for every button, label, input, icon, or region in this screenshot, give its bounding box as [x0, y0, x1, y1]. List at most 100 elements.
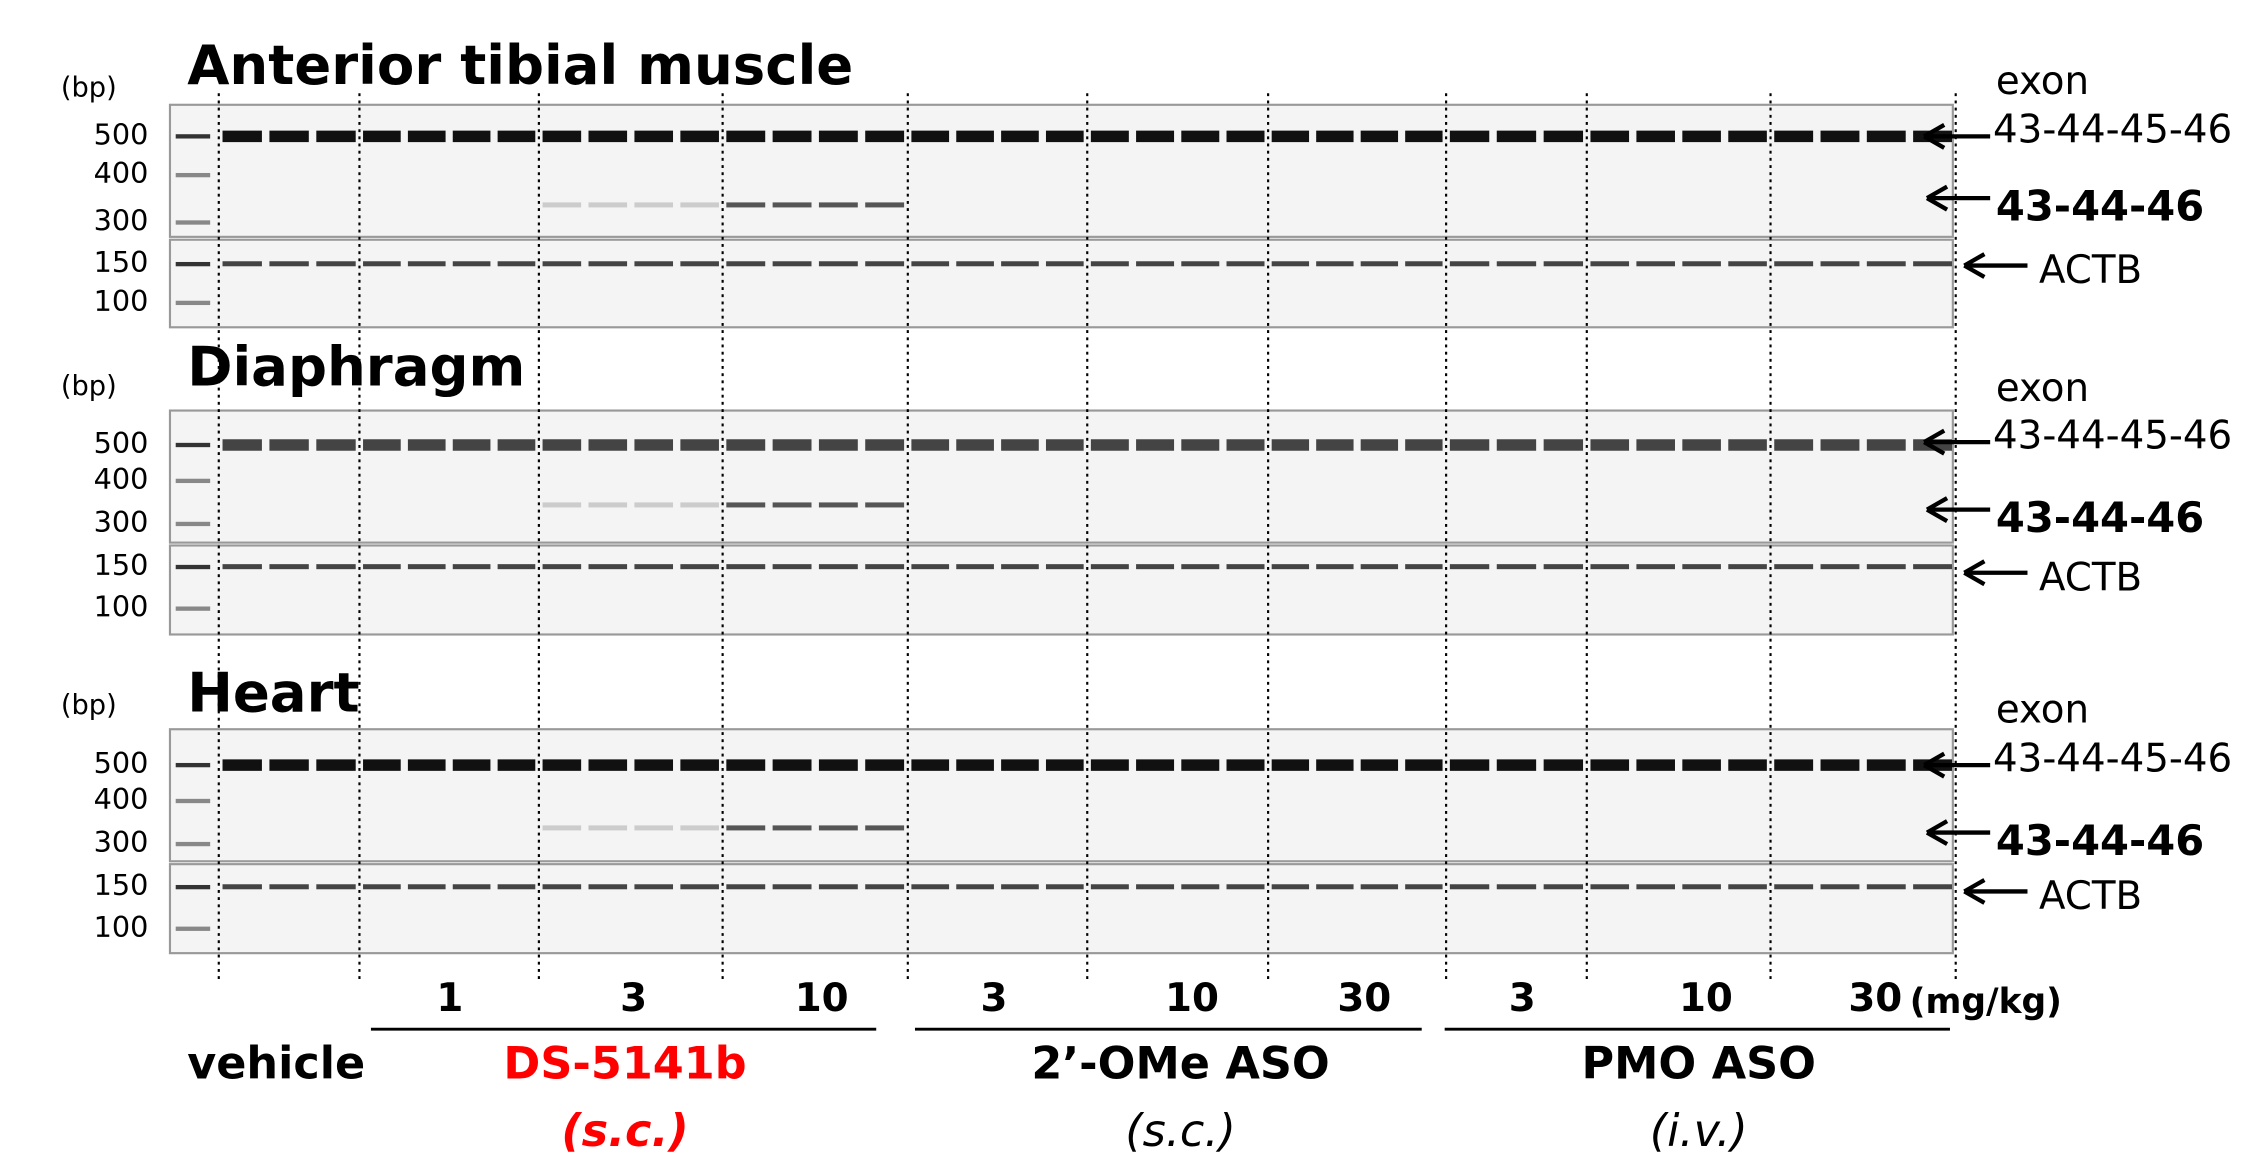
- arrow-head: [1925, 496, 1949, 523]
- band-actb: [452, 564, 491, 570]
- band-actb: [911, 261, 950, 267]
- band-actb: [865, 564, 905, 570]
- band-skip: [680, 825, 719, 831]
- ladder-band: [175, 521, 211, 527]
- group-label: PMO ASO: [1581, 1039, 1816, 1090]
- group-label: 2’-OMe ASO: [1031, 1039, 1329, 1090]
- ladder-label: 300: [94, 825, 149, 859]
- ladder-label: 100: [94, 910, 149, 944]
- band-actb: [1449, 884, 1490, 890]
- band-full: [588, 130, 628, 143]
- band-actb: [680, 261, 719, 267]
- band-full: [680, 759, 719, 771]
- band-full: [1543, 130, 1584, 143]
- band-skip: [865, 202, 905, 208]
- band-actb: [865, 261, 905, 267]
- band-actb: [956, 884, 994, 890]
- unit-label: (bp): [61, 690, 117, 721]
- band-actb: [363, 884, 401, 890]
- ladder-label: 150: [94, 245, 149, 279]
- band-actb: [1682, 564, 1721, 570]
- band-full: [316, 439, 356, 451]
- band-full: [1090, 759, 1129, 771]
- band-actb: [1496, 261, 1537, 267]
- band-skip: [772, 502, 812, 508]
- dose-label: 30: [1848, 976, 1902, 1021]
- band-actb: [1820, 884, 1860, 890]
- ladder-band: [175, 564, 211, 570]
- band-full: [726, 439, 766, 451]
- ladder-label: 300: [94, 505, 149, 539]
- ladder-band: [175, 442, 211, 448]
- band-full: [1181, 759, 1220, 771]
- ladder-label: 400: [94, 462, 149, 496]
- band-actb: [1090, 261, 1129, 267]
- panel-title: Anterior tibial muscle: [187, 33, 853, 97]
- band-actb: [1045, 564, 1084, 570]
- band-full: [726, 130, 766, 143]
- group-label: DS-5141b: [503, 1039, 746, 1090]
- band-skip: [818, 502, 858, 508]
- ladder-band: [175, 261, 211, 267]
- band-full: [363, 130, 401, 143]
- band-full: [1449, 759, 1490, 771]
- band-actb: [542, 884, 582, 890]
- band-actb: [911, 564, 950, 570]
- band-full: [1820, 759, 1860, 771]
- band-actb: [452, 884, 491, 890]
- band-actb: [542, 261, 582, 267]
- band-actb: [1636, 261, 1675, 267]
- band-full: [497, 439, 536, 451]
- band-skip: [634, 825, 674, 831]
- band-actb: [1271, 261, 1310, 267]
- band-skip: [818, 202, 858, 208]
- band-actb: [1728, 564, 1767, 570]
- band-full: [1866, 759, 1906, 771]
- band-skip: [772, 202, 812, 208]
- band-full: [407, 439, 446, 451]
- full-band-label: 43-44-45-46: [1993, 736, 2232, 781]
- band-full: [634, 130, 674, 143]
- band-actb: [1728, 884, 1767, 890]
- band-actb: [1316, 261, 1354, 267]
- band-actb: [316, 564, 356, 570]
- band-full: [1405, 759, 1443, 771]
- band-full: [1136, 439, 1175, 451]
- band-actb: [1866, 884, 1906, 890]
- band-actb: [363, 564, 401, 570]
- gel-upper: [168, 728, 1954, 863]
- band-actb: [634, 564, 674, 570]
- band-actb: [1226, 261, 1265, 267]
- band-full: [1045, 759, 1084, 771]
- band-full: [316, 759, 356, 771]
- band-full: [911, 439, 950, 451]
- band-actb: [1360, 884, 1399, 890]
- band-skip: [542, 202, 582, 208]
- dose-label: 10: [1679, 976, 1733, 1021]
- band-full: [818, 759, 858, 771]
- band-actb: [772, 261, 812, 267]
- band-actb: [1590, 884, 1630, 890]
- band-full: [1820, 439, 1860, 451]
- band-full: [680, 130, 719, 143]
- band-actb: [1590, 564, 1630, 570]
- band-skip: [588, 825, 628, 831]
- band-actb: [1271, 884, 1310, 890]
- gel-lower: [168, 544, 1954, 636]
- gel-lower: [168, 238, 1954, 329]
- band-actb: [497, 564, 536, 570]
- band-actb: [1316, 564, 1354, 570]
- band-full: [452, 759, 491, 771]
- arrow-head: [1923, 428, 1946, 456]
- ladder-band: [175, 798, 211, 804]
- band-actb: [588, 564, 628, 570]
- band-actb: [269, 261, 309, 267]
- control-band-label: ACTB: [2039, 874, 2142, 919]
- band-actb: [222, 261, 262, 267]
- band-full: [634, 759, 674, 771]
- dose-unit: (mg/kg): [1910, 982, 2062, 1022]
- band-actb: [1449, 564, 1490, 570]
- band-skip: [818, 825, 858, 831]
- band-actb: [634, 261, 674, 267]
